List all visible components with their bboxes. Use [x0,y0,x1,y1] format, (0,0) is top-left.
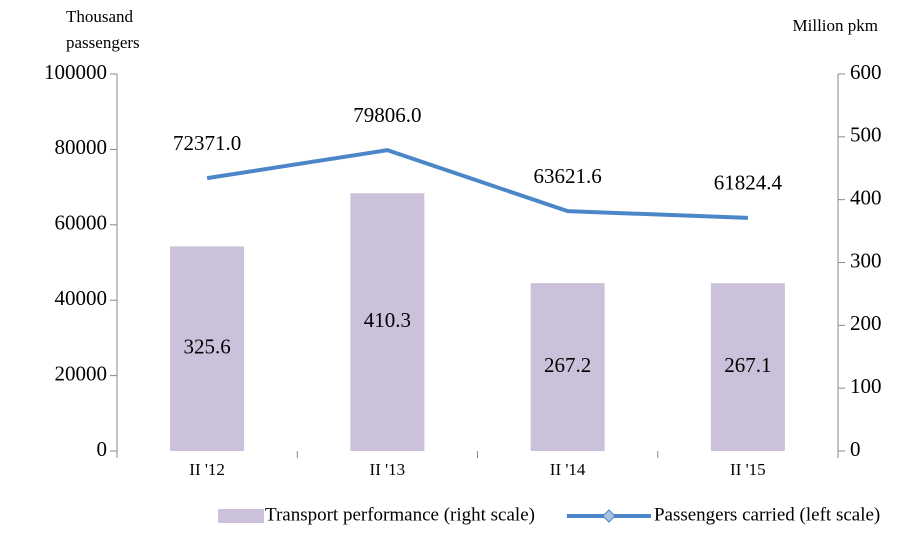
bar [530,283,605,451]
y2-tick-label: 300 [850,248,882,272]
y-tick-label: 60000 [55,211,108,235]
bar [710,283,785,451]
y2-tick-label: 400 [850,185,882,209]
y-axis-title: passengers [66,33,140,52]
y-tick-label: 100000 [44,60,107,84]
legend-marker [602,509,616,523]
bar [170,246,245,451]
bar-label: 410.3 [364,308,411,332]
legend-label: Transport performance (right scale) [265,504,535,525]
bar [350,193,425,452]
line-label: 79806.0 [353,103,421,127]
line [206,148,748,220]
y2-tick-label: 600 [850,60,882,84]
y-tick-label: 20000 [55,361,108,385]
line-label: 63621.6 [534,164,602,188]
line-label: 72371.0 [173,131,241,155]
bar-label: 267.2 [544,353,591,377]
y2-tick-label: 100 [850,374,882,398]
bar-label: 325.6 [184,335,231,359]
y2-tick-label: 200 [850,311,882,335]
line-label: 61824.4 [714,171,783,195]
y2-tick-label: 0 [850,437,861,461]
y-tick-label: 80000 [55,135,108,159]
y-tick-label: 0 [97,437,108,461]
bar-label: 267.1 [724,353,771,377]
y2-tick-label: 500 [850,123,882,147]
x-tick-label: II '12 [189,460,225,479]
x-tick-label: II '15 [730,460,766,479]
legend-label: Passengers carried (left scale) [654,504,880,525]
y-tick-label: 40000 [55,286,108,310]
y2-axis-title: Million pkm [793,16,878,35]
y-axis-title: Thousand [66,7,134,26]
x-tick-label: II '14 [550,460,586,479]
x-tick-label: II '13 [370,460,406,479]
legend-swatch [218,509,264,523]
